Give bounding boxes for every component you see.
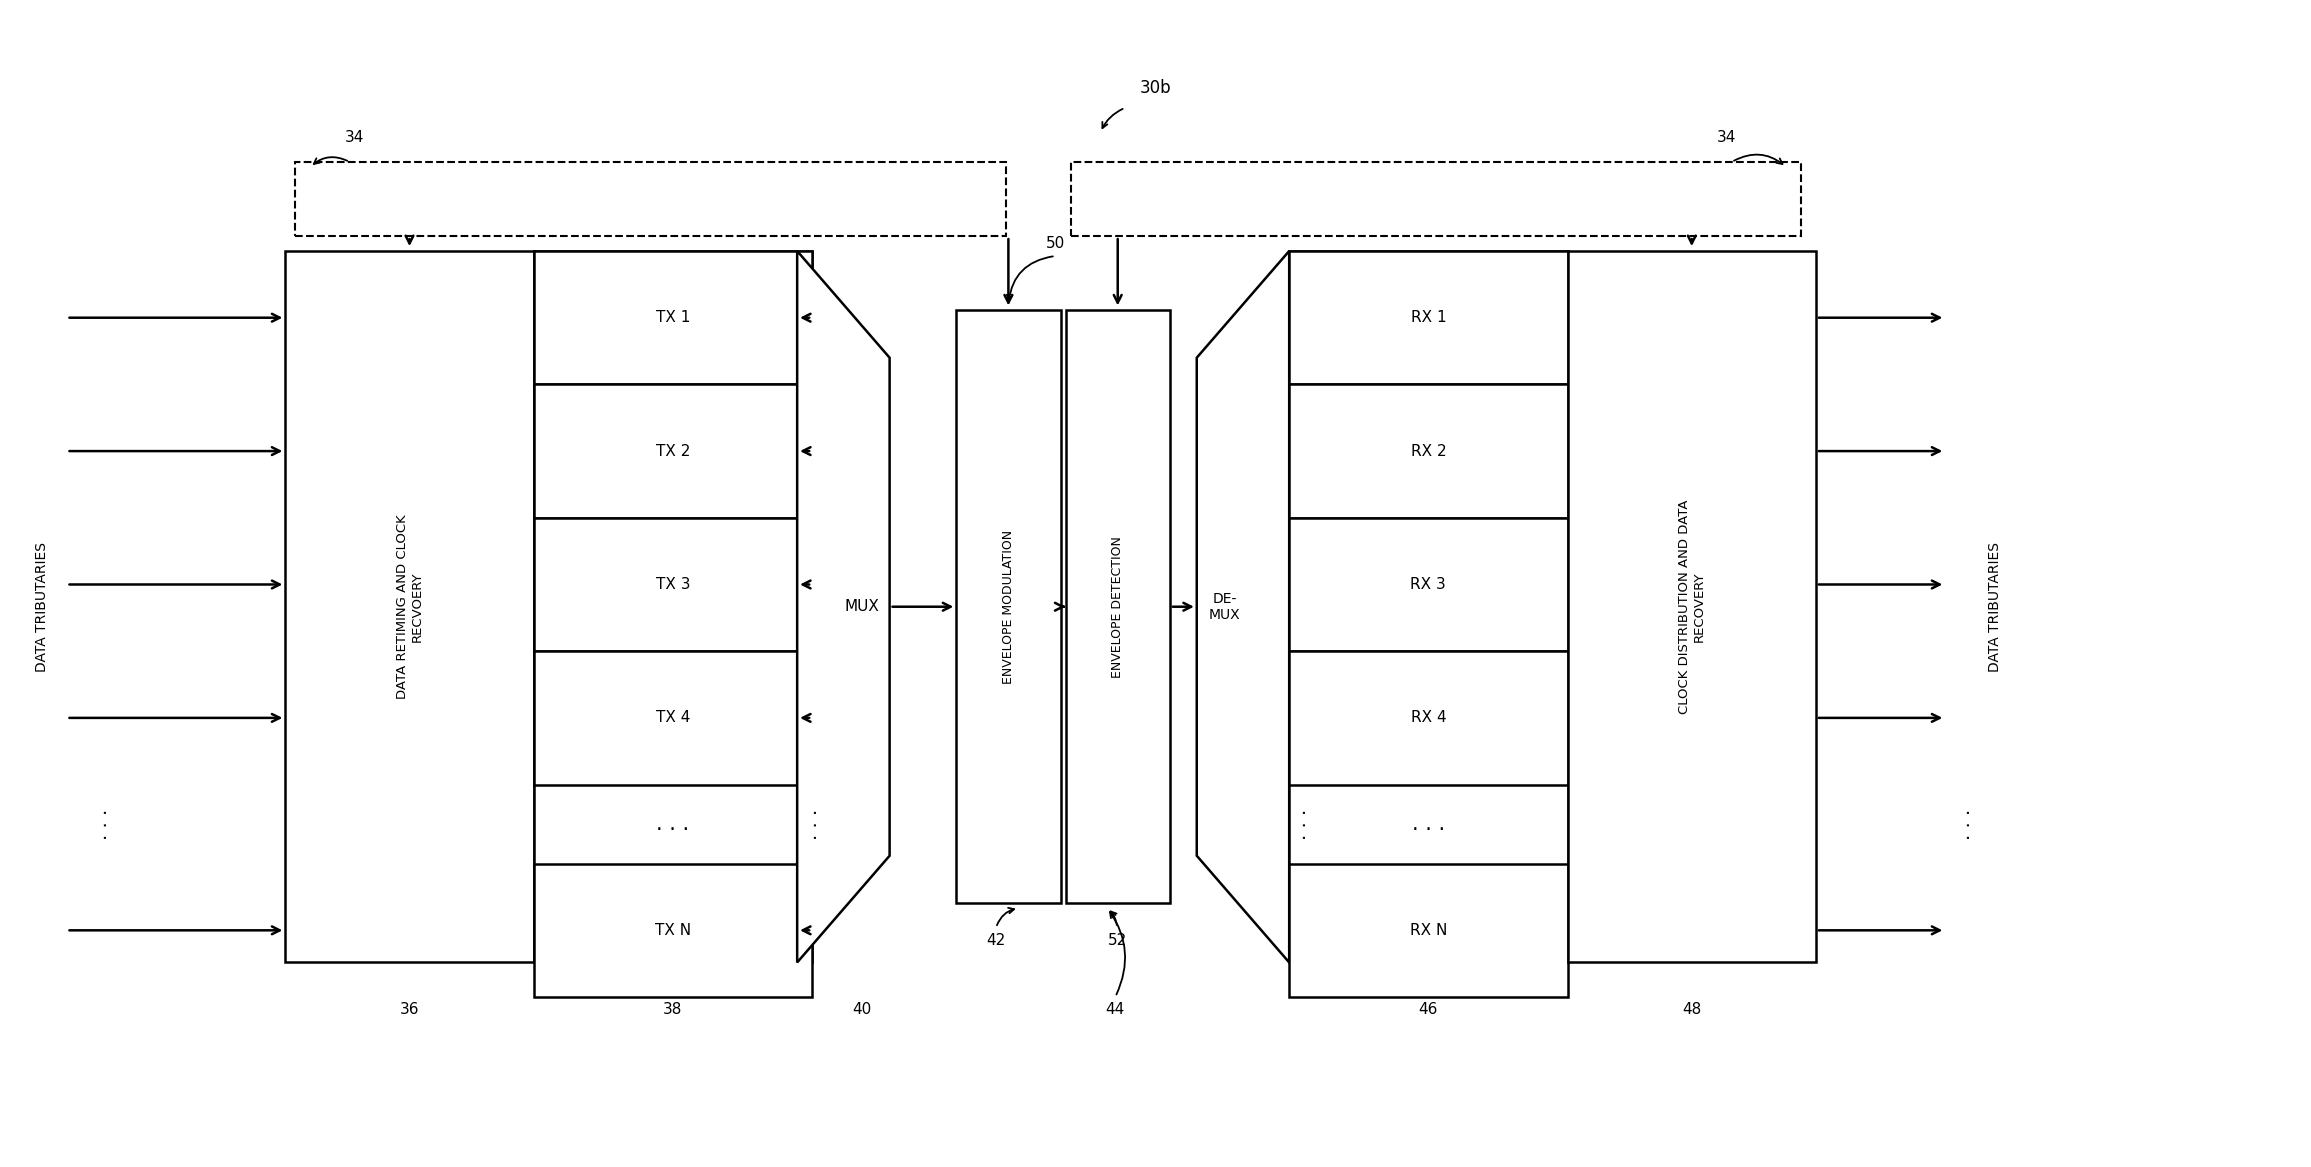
Text: 38: 38 [663,1002,682,1016]
Bar [1290,518,1567,651]
Text: 34: 34 [344,130,365,145]
Text: 30b: 30b [1139,79,1172,97]
Bar [957,310,1061,903]
Text: 46: 46 [1419,1002,1437,1016]
Bar [1290,384,1567,518]
Bar [284,251,534,963]
Bar [534,384,811,518]
Bar [1567,251,1816,963]
Text: . . .: . . . [656,815,689,834]
Polygon shape [797,251,890,963]
Bar [534,251,811,384]
Text: TX 1: TX 1 [656,310,691,326]
Text: . . .: . . . [802,809,820,840]
Text: 42: 42 [987,932,1005,948]
Bar [534,251,811,963]
Text: . . .: . . . [1412,815,1444,834]
Bar [534,651,811,784]
Bar [1290,651,1567,784]
Text: TX 2: TX 2 [656,443,691,459]
Text: TX 4: TX 4 [656,711,691,726]
Text: TX N: TX N [654,923,691,938]
Text: . . .: . . . [1955,809,1974,840]
Text: DATA RETIMING AND CLOCK
RECVOERY: DATA RETIMING AND CLOCK RECVOERY [395,515,423,699]
Text: 50: 50 [1047,236,1065,251]
Text: 48: 48 [1682,1002,1701,1016]
Text: . . .: . . . [1292,809,1310,840]
Bar [296,162,1005,236]
Text: . . .: . . . [92,809,111,840]
Bar [1290,251,1567,384]
Text: ENVELOPE DETECTION: ENVELOPE DETECTION [1112,536,1123,678]
Text: RX N: RX N [1410,923,1447,938]
Text: CLOCK DISTRIBUTION AND DATA
RECOVERY: CLOCK DISTRIBUTION AND DATA RECOVERY [1678,499,1706,714]
Bar [534,518,811,651]
Text: RX 1: RX 1 [1410,310,1447,326]
Bar [1065,310,1169,903]
Bar [1290,864,1567,997]
Bar [1070,162,1800,236]
Text: RX 3: RX 3 [1410,576,1447,592]
Text: MUX: MUX [844,599,878,614]
Bar [534,864,811,997]
Bar [1290,251,1567,963]
Text: 52: 52 [1107,932,1128,948]
Text: RX 2: RX 2 [1410,443,1447,459]
Text: DATA TRIBUTARIES: DATA TRIBUTARIES [35,541,49,672]
Text: DATA TRIBUTARIES: DATA TRIBUTARIES [1987,541,2001,672]
Text: TX 3: TX 3 [656,576,691,592]
Text: ENVELOPE MODULATION: ENVELOPE MODULATION [1003,530,1015,684]
Text: RX 4: RX 4 [1410,711,1447,726]
Polygon shape [1197,251,1290,963]
Text: 40: 40 [853,1002,871,1016]
Text: DE-
MUX: DE- MUX [1209,592,1241,622]
Text: 36: 36 [400,1002,418,1016]
Text: 34: 34 [1717,130,1736,145]
Text: 44: 44 [1105,1002,1125,1016]
